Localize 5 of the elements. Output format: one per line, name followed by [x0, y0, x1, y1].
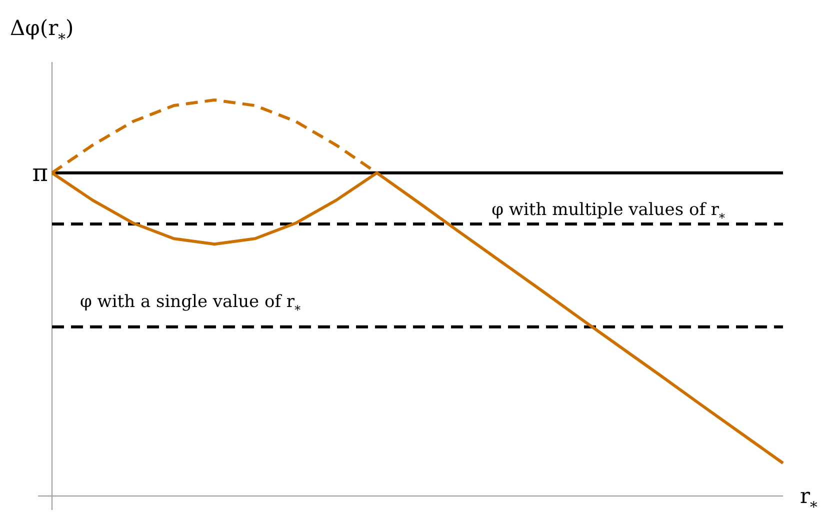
x-axis-title: r$_{*}$ — [800, 484, 818, 513]
annotation: φ with multiple values of r$_{*}$ — [492, 200, 726, 225]
annotation: φ with a single value of r$_{*}$ — [80, 292, 301, 317]
ref-line-label: π — [32, 158, 48, 187]
y-axis-title: Δφ(r$_{*}$) — [10, 16, 74, 48]
